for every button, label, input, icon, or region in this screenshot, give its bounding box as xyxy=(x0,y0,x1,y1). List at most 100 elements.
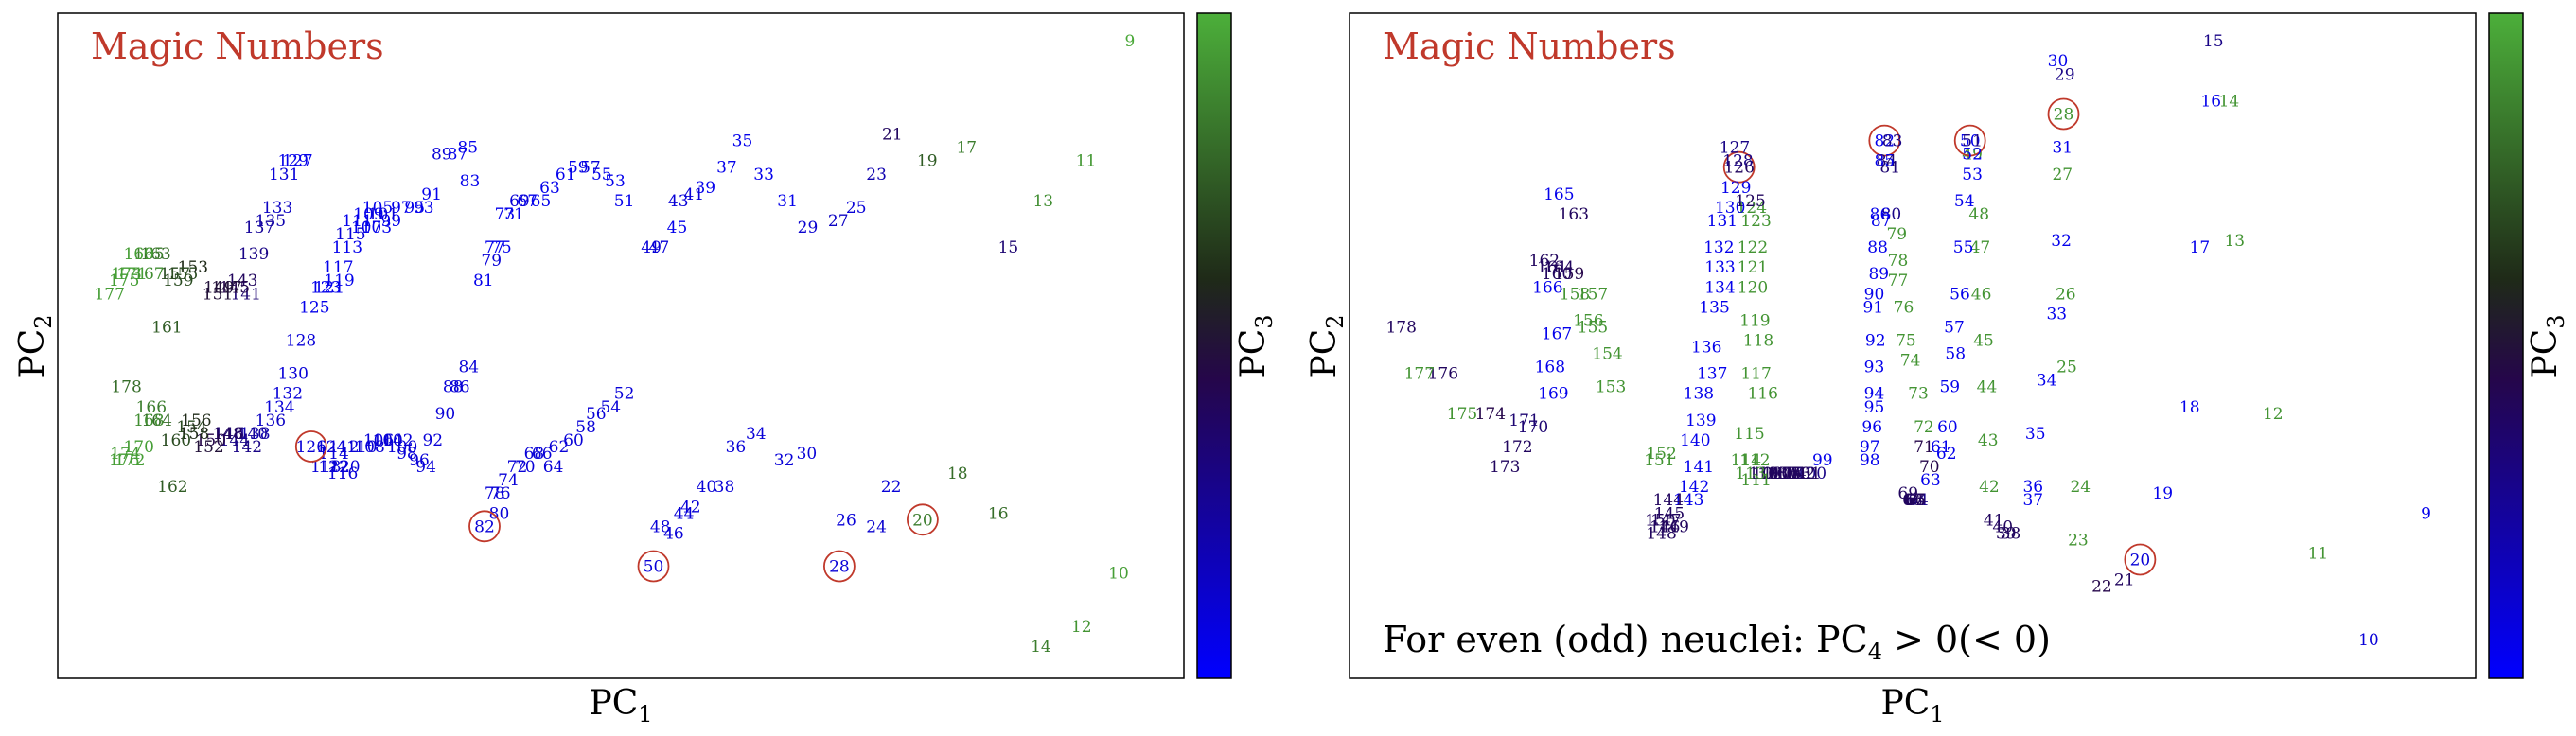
data-point-label: 115 xyxy=(335,225,365,244)
data-point-label: 104 xyxy=(372,431,402,450)
data-point-label: 169 xyxy=(1538,385,1568,404)
data-point-label: 17 xyxy=(2190,238,2211,257)
data-point-label: 39 xyxy=(1996,524,2017,543)
data-point-label: 84 xyxy=(458,359,479,377)
x-axis-label-left: PC1 xyxy=(589,684,652,727)
data-point-label: 147 xyxy=(1650,511,1681,530)
data-point-label: 119 xyxy=(324,272,354,290)
data-point-label: 77 xyxy=(485,238,505,257)
data-point-label: 119 xyxy=(1739,311,1770,330)
data-point-label: 146 xyxy=(214,425,244,444)
data-point-label: 41 xyxy=(1984,511,2004,530)
data-point-label: 99 xyxy=(380,212,401,231)
data-point-label: 61 xyxy=(556,166,576,184)
data-point-label: 68 xyxy=(524,445,545,464)
data-point-label: 18 xyxy=(2179,398,2200,417)
data-point-label: 15 xyxy=(2203,32,2224,51)
data-point-label: 9 xyxy=(1124,32,1135,51)
data-point-label: 60 xyxy=(1937,418,1958,437)
data-point-label: 131 xyxy=(1707,212,1738,231)
data-point-label: 155 xyxy=(1578,318,1608,337)
data-point-label: 93 xyxy=(414,199,434,218)
data-point-label: 65 xyxy=(1906,491,1927,510)
data-point-label: 110 xyxy=(346,438,377,457)
data-point-label: 141 xyxy=(230,285,260,304)
data-point-label: 166 xyxy=(136,398,167,417)
data-point-label: 120 xyxy=(329,458,360,477)
data-point-label: 130 xyxy=(277,365,308,384)
data-point-label: 52 xyxy=(1962,146,1983,165)
data-point-label: 34 xyxy=(2037,372,2057,391)
data-point-label: 140 xyxy=(238,425,268,444)
data-point-label: 126 xyxy=(1723,159,1754,178)
data-point-label: 123 xyxy=(310,278,341,297)
data-point-label: 122 xyxy=(1738,238,1768,257)
data-point-label: 124 xyxy=(316,438,346,457)
data-point-label: 160 xyxy=(1542,265,1572,284)
data-point-label: 168 xyxy=(1535,359,1565,377)
data-point-label: 138 xyxy=(239,425,270,444)
data-point-label: 94 xyxy=(1864,385,1885,404)
data-point-label: 30 xyxy=(797,445,818,464)
data-point-label: 79 xyxy=(481,252,502,271)
data-point-label: 10 xyxy=(2358,631,2379,650)
data-point-label: 27 xyxy=(828,212,849,231)
data-point-label: 86 xyxy=(1870,205,1891,224)
data-point-label: 167 xyxy=(1542,325,1572,344)
data-point-label: 18 xyxy=(947,464,968,483)
data-point-label: 101 xyxy=(1791,464,1821,483)
data-point-label: 163 xyxy=(140,245,170,264)
data-point-label: 55 xyxy=(591,166,612,184)
data-point-label: 14 xyxy=(2219,92,2240,111)
data-point-label: 130 xyxy=(1715,199,1745,218)
data-point-label: 110 xyxy=(1749,464,1779,483)
data-point-label: 111 xyxy=(1740,471,1771,490)
data-point-label: 74 xyxy=(1900,352,1921,371)
data-point-label: 123 xyxy=(1740,212,1771,231)
data-point-label: 34 xyxy=(746,425,767,444)
data-point-label: 129 xyxy=(1720,179,1751,198)
data-point-label: 106 xyxy=(363,431,394,450)
data-point-label: 127 xyxy=(1720,139,1750,158)
data-point-label: 173 xyxy=(1490,458,1520,477)
data-point-label: 132 xyxy=(1703,238,1734,257)
data-point-label: 28 xyxy=(2054,106,2074,125)
data-point-label: 54 xyxy=(600,398,621,417)
data-point-label: 37 xyxy=(716,159,737,178)
data-point-label: 104 xyxy=(1775,464,1806,483)
data-point-label: 68 xyxy=(1902,491,1923,510)
colorbar-label-right: PC3 xyxy=(2526,314,2569,377)
data-point-label: 99 xyxy=(1812,451,1833,470)
data-point-label: 14 xyxy=(1031,638,1051,657)
data-point-label: 112 xyxy=(328,438,359,457)
data-point-label: 105 xyxy=(362,199,393,218)
data-point-label: 148 xyxy=(212,425,242,444)
y-axis-label-left: PC2 xyxy=(13,314,57,377)
magic-number-circle xyxy=(1868,124,1901,157)
data-point-label: 112 xyxy=(1739,451,1770,470)
data-point-label: 64 xyxy=(1908,491,1929,510)
data-point-label: 54 xyxy=(1954,192,1975,211)
data-point-label: 26 xyxy=(2056,285,2076,304)
data-point-label: 164 xyxy=(1544,258,1574,277)
data-point-label: 121 xyxy=(1738,258,1768,277)
data-point-label: 89 xyxy=(1868,265,1889,284)
data-point-label: 140 xyxy=(1680,431,1710,450)
data-point-label: 145 xyxy=(1654,504,1685,523)
data-point-label: 41 xyxy=(683,185,704,204)
data-point-label: 171 xyxy=(1509,412,1539,430)
data-point-label: 25 xyxy=(846,199,867,218)
data-point-label: 97 xyxy=(391,199,412,218)
data-point-label: 156 xyxy=(181,412,211,430)
data-point-label: 169 xyxy=(123,245,153,264)
data-point-label: 153 xyxy=(178,258,208,277)
x-axis-label-main: PC xyxy=(589,684,638,723)
data-point-label: 133 xyxy=(262,199,292,218)
data-point-label: 63 xyxy=(539,179,560,198)
data-point-label: 58 xyxy=(1945,345,1966,364)
data-point-label: 73 xyxy=(495,205,516,224)
data-point-label: 73 xyxy=(1908,385,1929,404)
data-point-label: 77 xyxy=(1888,272,1909,290)
data-point-label: 31 xyxy=(2052,139,2073,158)
